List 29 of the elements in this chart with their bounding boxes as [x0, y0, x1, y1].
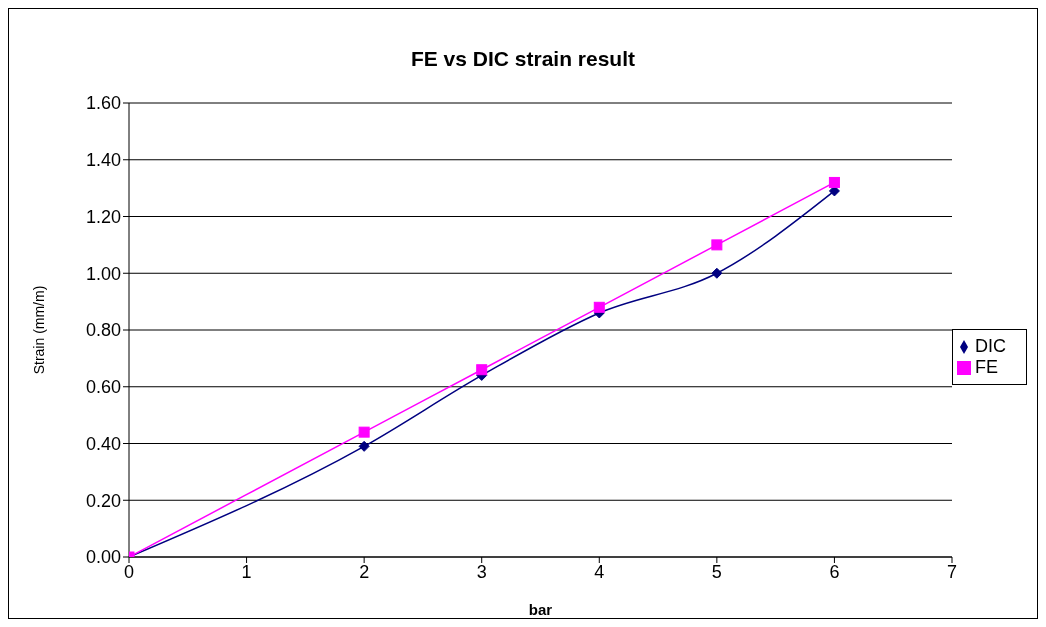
x-axis-title: bar — [528, 601, 553, 618]
x-tick-label: 6 — [829, 561, 840, 582]
point — [358, 440, 370, 452]
point — [828, 176, 840, 188]
legend-label: FE — [975, 357, 999, 377]
y-tick-label: 0.20 — [85, 490, 121, 511]
point — [711, 239, 723, 251]
y-tick-label: 0.60 — [85, 377, 121, 398]
y-tick-label: 0.40 — [85, 433, 121, 454]
x-tick-label: 2 — [359, 561, 370, 582]
y-tick-label: 1.00 — [85, 263, 121, 284]
legend-label: DIC — [975, 336, 1006, 356]
point — [358, 426, 370, 438]
y-tick-label: 0.80 — [85, 320, 121, 341]
y-axis-title: Strain (mm/m) — [30, 285, 47, 375]
point — [593, 301, 605, 313]
y-tick-label: 0.00 — [85, 547, 121, 568]
y-tick-label: 1.20 — [85, 206, 121, 227]
x-tick-label: 4 — [594, 561, 605, 582]
x-tick-label: 1 — [241, 561, 252, 582]
point — [476, 364, 488, 376]
x-tick-label: 0 — [123, 561, 135, 582]
x-tick-label: 3 — [476, 561, 487, 582]
y-tick-label: 1.60 — [85, 93, 121, 114]
x-tick-label: 7 — [946, 561, 958, 582]
y-tick-label: 1.40 — [85, 150, 121, 171]
point — [711, 267, 723, 279]
chart-title: FE vs DIC strain result — [409, 46, 637, 72]
x-tick-label: 5 — [711, 561, 722, 582]
